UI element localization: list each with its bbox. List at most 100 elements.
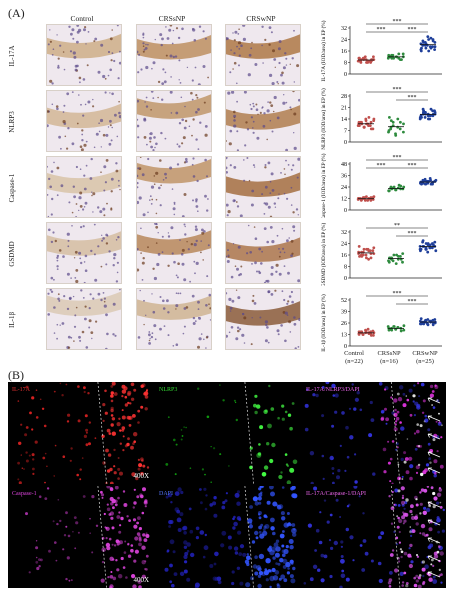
fluor-signal <box>35 540 38 542</box>
fluor-signal <box>113 471 117 475</box>
data-point-control <box>372 58 376 61</box>
fluor-signal <box>145 532 148 535</box>
fluor-signal <box>124 540 127 543</box>
fluor-signal <box>255 536 259 540</box>
fluor-signal <box>409 526 412 528</box>
fluor-signal <box>281 544 285 548</box>
fluor-signal <box>137 579 142 584</box>
data-point-crssnp <box>397 52 401 56</box>
fluor-signal <box>399 421 402 424</box>
fluor-signal <box>170 501 173 504</box>
fluor-signal <box>214 576 219 582</box>
fluor-signal <box>353 407 357 411</box>
fluor-signal <box>274 552 280 558</box>
fluor-signal <box>440 581 443 584</box>
fluor-signal <box>83 434 87 438</box>
fluor-signal <box>389 571 393 575</box>
fluor-signal <box>440 573 443 576</box>
column-header-crswnp: CRSwNP <box>246 14 276 23</box>
fluor-signal <box>110 399 114 403</box>
fluor-signal <box>103 512 106 516</box>
fluor-signal <box>61 394 64 397</box>
fluor-signal <box>441 529 445 533</box>
fluor-signal <box>52 520 55 523</box>
fluor-signal <box>233 399 236 402</box>
fluor-signal <box>388 495 391 498</box>
fluor-signal <box>140 494 144 499</box>
fluor-signal <box>137 516 141 520</box>
fluor-signal <box>439 506 443 509</box>
fluor-signal <box>110 406 114 410</box>
magnification-label-2: 400X <box>133 576 149 584</box>
fluor-signal <box>393 427 398 432</box>
fluor-signal <box>395 416 400 421</box>
fluor-signal <box>133 501 137 505</box>
fluor-signal <box>287 413 292 417</box>
fluor-signal <box>199 530 205 535</box>
data-point-crssnp <box>396 117 400 121</box>
fluor-signal <box>141 574 146 579</box>
fluor-signal <box>286 480 291 484</box>
fluor-signal <box>415 503 419 507</box>
y-tick-label: 7 <box>344 129 347 135</box>
fluor-signal <box>254 555 258 559</box>
data-point-crssnp <box>386 325 390 328</box>
fluor-signal <box>124 503 127 506</box>
data-point-control <box>362 58 366 61</box>
fluor-signal <box>428 527 433 532</box>
data-point-crssnp <box>390 56 394 60</box>
fluor-signal <box>234 401 237 404</box>
fluor-signal <box>432 579 438 584</box>
fluor-signal <box>114 503 118 507</box>
fluor-signal <box>394 568 399 573</box>
fluor-signal <box>254 394 258 398</box>
fluor-signal <box>303 582 307 585</box>
fluor-signal <box>118 511 121 514</box>
fluor-signal <box>401 478 404 480</box>
fluor-signal <box>345 577 350 582</box>
fluor-signal <box>213 496 217 500</box>
fluor-signal <box>291 402 295 405</box>
fluor-signal <box>179 512 184 517</box>
data-point-control <box>357 245 361 248</box>
fluor-signal <box>17 461 20 465</box>
fluor-signal <box>180 438 183 441</box>
fluor-signal <box>391 549 395 552</box>
fluor-signal <box>424 468 428 473</box>
fluor-signal <box>195 536 199 540</box>
fluor-signal <box>257 452 262 456</box>
fluor-signal <box>115 559 118 562</box>
fluor-signal <box>131 472 136 477</box>
fluor-signal <box>231 581 235 586</box>
fluor-signal <box>204 507 208 511</box>
fluor-signal <box>24 433 28 437</box>
fluor-signal <box>333 540 338 546</box>
fluor-signal <box>393 412 398 417</box>
fluor-signal <box>396 525 400 529</box>
histology-tile-il1-crssnp <box>136 288 212 350</box>
fluor-signal <box>270 517 275 523</box>
arrow-icon <box>427 501 441 508</box>
fluor-signal <box>183 540 188 545</box>
fluor-signal <box>259 486 264 489</box>
fluor-signal <box>409 464 414 469</box>
fluor-signal <box>275 539 280 543</box>
fluor-merge1-label: IL-17A/NLRP3/DAPI <box>306 387 360 393</box>
fluor-signal <box>309 577 314 582</box>
fluor-signal <box>315 528 320 533</box>
fluor-signal <box>391 490 394 494</box>
fluor-signal <box>289 574 294 579</box>
data-point-crswnp <box>426 322 429 326</box>
fluor-signal <box>398 560 401 563</box>
fluor-signal <box>81 457 84 459</box>
fluor-signal <box>173 438 176 442</box>
fluor-signal <box>141 560 146 565</box>
fluor-signal <box>258 571 264 576</box>
fluor-signal <box>124 403 129 407</box>
fluor-signal <box>76 473 79 477</box>
fluor-signal <box>264 524 270 529</box>
fluor-signal <box>433 551 438 556</box>
row-label-caspase1: Caspase-1 <box>8 173 16 203</box>
fluor-signal <box>117 457 120 459</box>
data-point-crswnp <box>429 114 432 118</box>
